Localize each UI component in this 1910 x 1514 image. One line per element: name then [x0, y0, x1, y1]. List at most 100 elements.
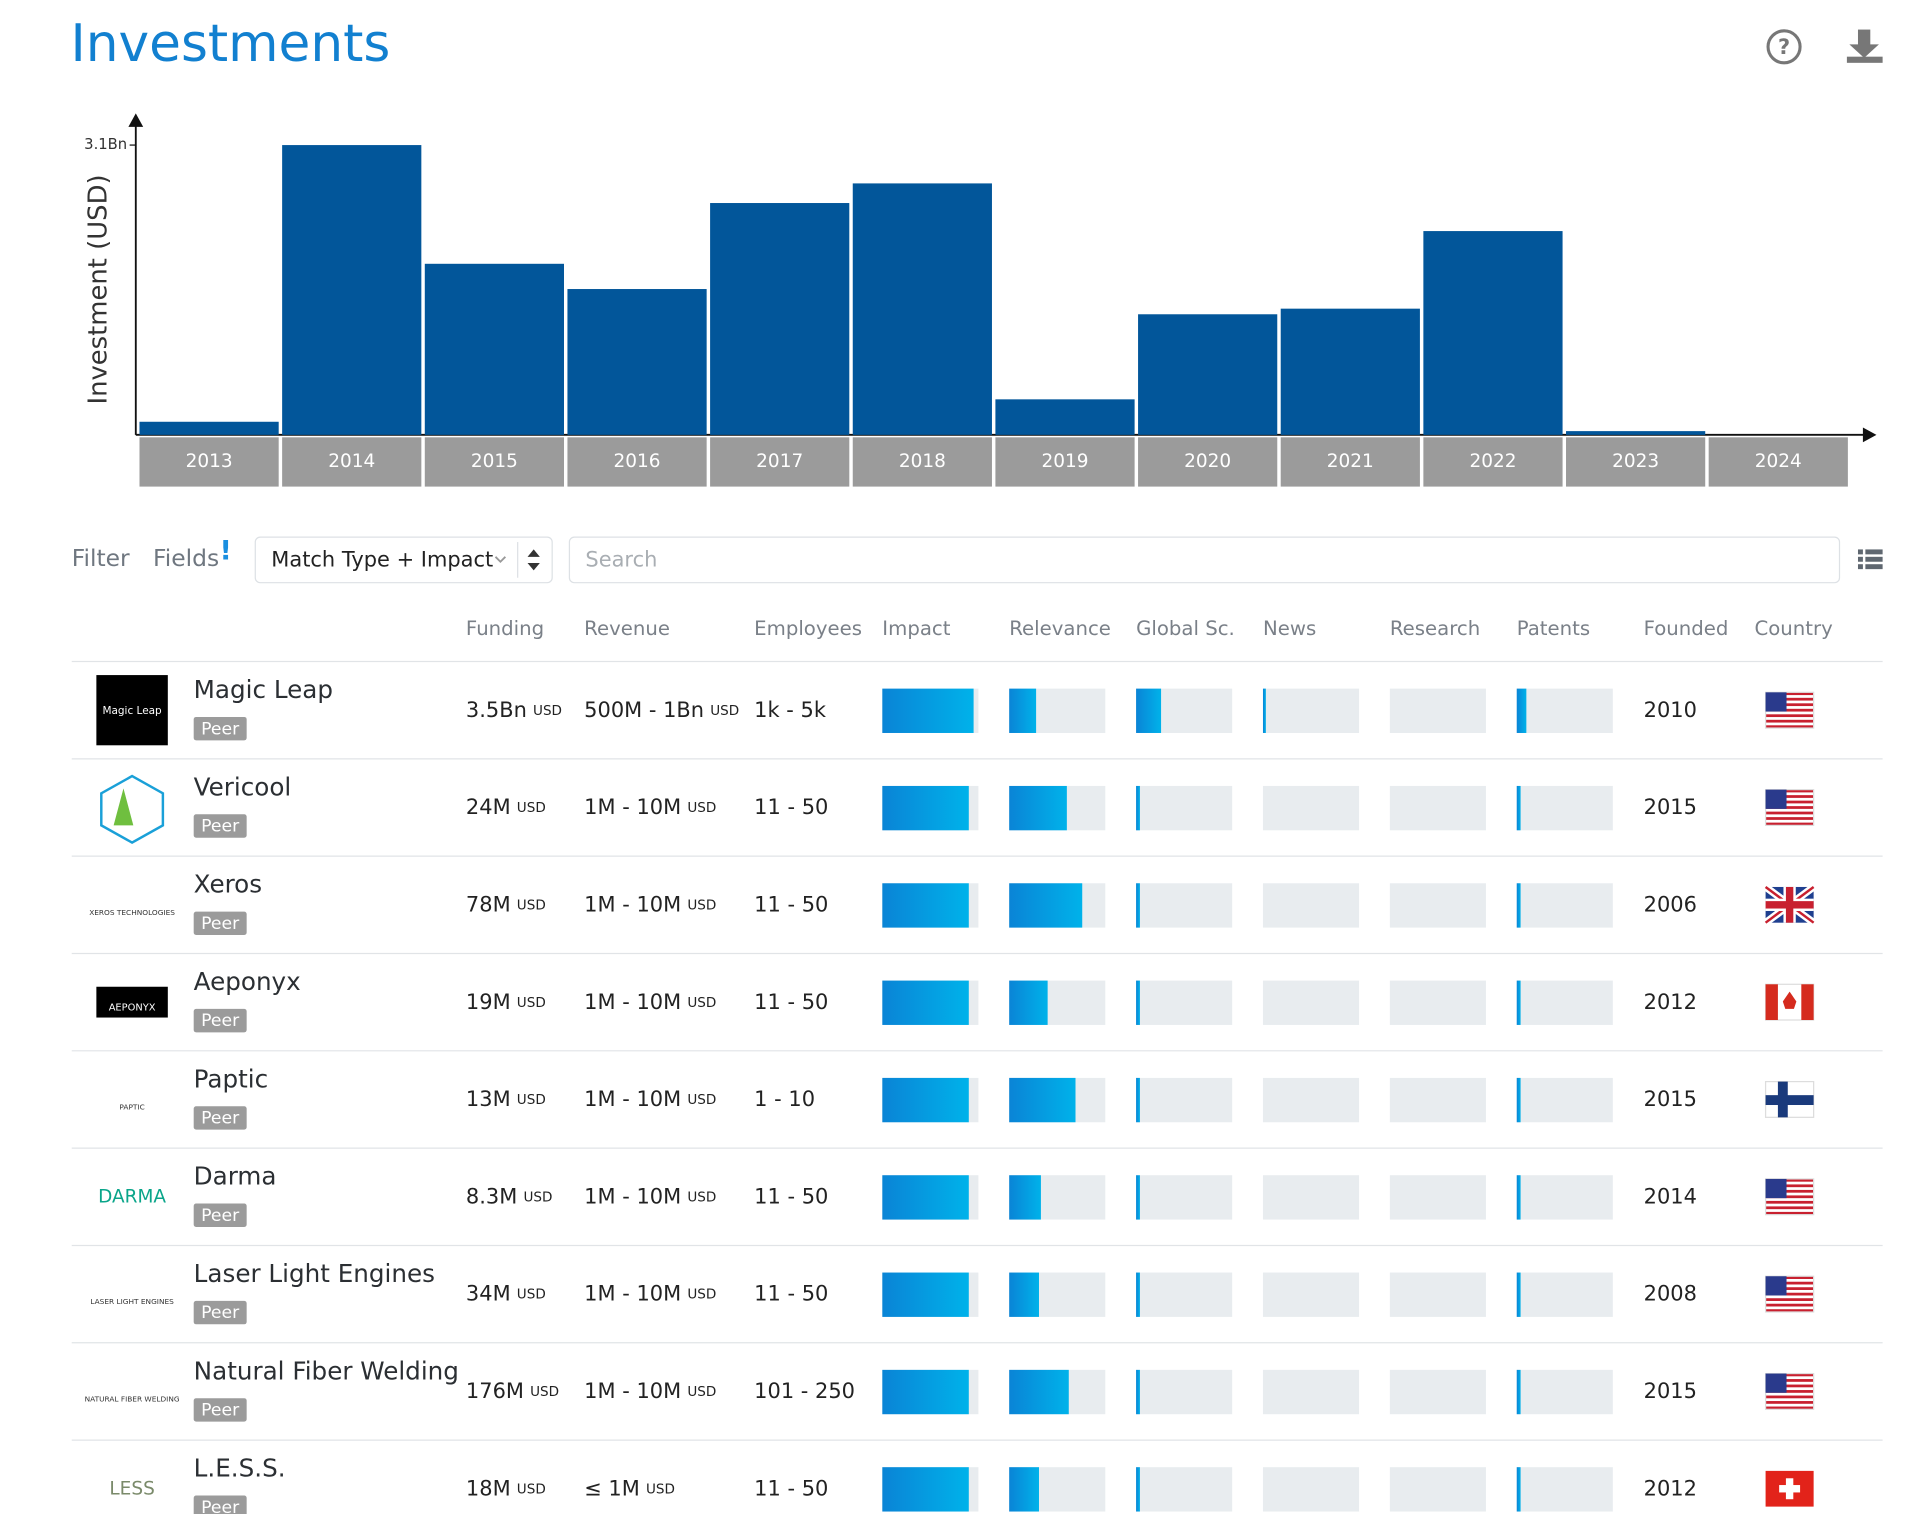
flag-part — [1765, 1309, 1814, 1312]
score-bar — [1516, 980, 1521, 1025]
score-track — [1389, 785, 1486, 831]
company-logo: LASER LIGHT ENGINES — [90, 1297, 174, 1306]
table-row[interactable]: AEPONYX Aeponyx Peer 19M USD 1M - 10M USD 11 - … — [71, 967, 1883, 1052]
x-tick-box — [282, 437, 422, 487]
flag-part — [1765, 1373, 1787, 1393]
bar — [567, 289, 707, 435]
flag-part — [1765, 1384, 1814, 1388]
company-name: Magic Leap — [194, 675, 333, 704]
tag-badge — [193, 911, 247, 936]
list-view-button[interactable] — [1857, 549, 1883, 570]
bar — [1138, 314, 1278, 435]
tag-label: Peer — [201, 1011, 240, 1031]
sort-dropdown[interactable]: Match Type + Impact — [254, 536, 553, 584]
bar — [710, 203, 850, 435]
bar — [424, 263, 564, 435]
revenue-value: 1M - 10M USD — [584, 1282, 716, 1306]
x-tick-label: 2024 — [1755, 451, 1802, 472]
table-row[interactable]: LESS L.E.S.S. Peer 18M USD ≤ 1M USD 11 - 50 2012 — [72, 1454, 1883, 1514]
country-flag — [1764, 1080, 1815, 1118]
bar — [1566, 431, 1706, 435]
x-tick-box — [424, 437, 564, 487]
revenue-value: 1M - 10M USD — [584, 1184, 716, 1208]
tag-label: Peer — [201, 914, 240, 934]
score-track — [1389, 1175, 1486, 1220]
column-header: Relevance — [1009, 617, 1111, 640]
flag-part — [1765, 789, 1814, 793]
column-header: Global Sc. — [1136, 617, 1235, 640]
revenue-value: 1M - 10M USD — [584, 795, 716, 819]
table-row[interactable]: PAPTIC Paptic Peer 13M USD 1M - 10M USD 1 - 10 2… — [71, 1064, 1883, 1149]
company-logo: Magic Leap — [102, 705, 162, 717]
revenue-unit: USD — [687, 1092, 716, 1108]
flag-part — [1765, 692, 1787, 712]
help-button[interactable]: ? — [1766, 29, 1802, 65]
fields-button[interactable]: Fields — [153, 544, 219, 572]
score-bar — [1009, 1175, 1041, 1220]
funding: 19M — [466, 990, 511, 1014]
funding-value: 19M USD — [466, 990, 546, 1014]
score-track — [1262, 1369, 1360, 1415]
flag-part — [1765, 1276, 1787, 1296]
score-track — [1136, 1369, 1233, 1415]
x-tick-label: 2018 — [899, 451, 946, 472]
score-bar — [1009, 1077, 1076, 1123]
flag-part — [1765, 703, 1814, 707]
column-header: Research — [1390, 617, 1480, 640]
score-bar — [882, 785, 969, 831]
table-row[interactable]: Vericool Peer 24M USD 1M - 10M USD 11 - 50 2015 — [71, 772, 1883, 857]
tag-label: Peer — [201, 817, 240, 837]
funding-value: 18M USD — [466, 1476, 546, 1500]
flag-part — [1765, 811, 1814, 815]
x-tick-box — [1708, 437, 1848, 487]
flag-part — [1765, 1095, 1814, 1106]
tag-label: Peer — [201, 1109, 240, 1129]
revenue: ≤ 1M — [584, 1476, 640, 1500]
score-bar — [1136, 1369, 1140, 1415]
score-bar — [1009, 883, 1083, 928]
table-row[interactable]: NATURAL FIBER WELDING Natural Fiber Weldi… — [71, 1356, 1883, 1441]
funding: 3.5Bn — [466, 698, 527, 722]
table-row[interactable]: DARMA Darma Peer 8.3M USD 1M - 10M USD 11 - 50 2… — [71, 1162, 1883, 1247]
funding-unit: USD — [517, 1092, 546, 1108]
revenue: 1M - 10M — [584, 795, 681, 819]
funding-value: 24M USD — [466, 795, 546, 819]
founded: 2014 — [1644, 1184, 1697, 1208]
score-track — [1136, 1175, 1233, 1220]
score-track — [1262, 1077, 1360, 1123]
score-bar — [1136, 688, 1162, 733]
score-bar — [882, 1467, 969, 1512]
score-bar — [1516, 1175, 1521, 1220]
score-bar — [1516, 1272, 1521, 1317]
bar — [282, 145, 422, 435]
country-flag — [1764, 789, 1815, 826]
revenue-unit: USD — [687, 1384, 716, 1400]
score-track — [1262, 883, 1360, 928]
flag-part — [1782, 991, 1797, 1009]
flag-part — [1765, 1292, 1814, 1296]
country-flag — [1764, 1275, 1815, 1313]
column-header: Founded — [1644, 617, 1729, 640]
column-header: News — [1263, 617, 1316, 640]
revenue: 1M - 10M — [584, 1184, 681, 1208]
tag-label: Peer — [201, 1303, 240, 1323]
search-box[interactable]: Search — [568, 536, 1841, 584]
x-tick-label: 2015 — [471, 451, 518, 472]
x-tick-label: 2021 — [1327, 451, 1374, 472]
flag-part — [1765, 1211, 1814, 1215]
fields-badge: ! — [220, 535, 232, 566]
score-bar — [882, 883, 969, 928]
score-track — [1262, 1175, 1360, 1220]
flag-part — [1765, 697, 1814, 701]
company-logo: AEPONYX — [109, 1003, 156, 1014]
table-row[interactable]: LASER LIGHT ENGINES Laser Light Engines Pe… — [71, 1259, 1883, 1344]
filter-button[interactable]: Filter — [72, 544, 130, 572]
flag-part — [1765, 719, 1814, 723]
download-button[interactable] — [1846, 29, 1883, 63]
score-track — [1516, 883, 1613, 928]
x-tick-label: 2020 — [1184, 451, 1231, 472]
revenue-value: 1M - 10M USD — [584, 892, 716, 916]
